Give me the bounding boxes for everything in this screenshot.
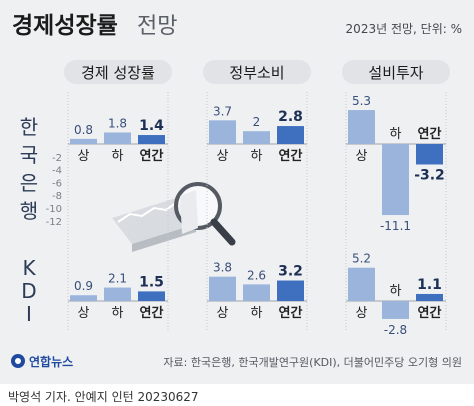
category-label: 상 (78, 149, 90, 164)
value-label: -2.8 (384, 323, 407, 337)
value-label: 3.8 (213, 261, 232, 275)
value-label: 1.5 (139, 274, 164, 290)
unit-note: 2023년 전망, 단위: % (346, 22, 462, 36)
category-label: 상 (217, 306, 229, 321)
row-label-kdi-char: D (21, 279, 36, 303)
value-label: 2.8 (278, 109, 303, 125)
chart-canvas: 경제성장률 전망 2023년 전망, 단위: % 한 국 은 행 K D I 경… (11, 13, 462, 369)
category-label: 하 (112, 149, 124, 164)
bar (70, 295, 97, 301)
category-label: 상 (78, 306, 90, 321)
category-label: 연간 (140, 148, 164, 164)
value-label: -3.2 (414, 167, 445, 183)
category-label: 하 (112, 306, 124, 321)
value-label: 5.2 (352, 252, 371, 266)
panel-title: 정부소비 (229, 64, 284, 82)
value-label: 2.6 (247, 268, 266, 282)
value-label: 2 (253, 115, 261, 129)
row-label-kdi: K D I (21, 256, 36, 326)
panel-title-pill (342, 60, 450, 84)
category-label: 연간 (418, 126, 442, 142)
y-tick-label: -8 (52, 191, 62, 202)
category-label: 연간 (140, 305, 164, 321)
bar (104, 287, 131, 301)
row-label-bok-char: 국 (20, 143, 38, 167)
panel-title: 설비투자 (368, 64, 423, 82)
row-label-bok: 한 국 은 행 (20, 115, 38, 223)
row-label-kdi-char: K (22, 256, 36, 280)
value-label: 1.4 (139, 118, 164, 134)
value-label: 1.1 (417, 277, 442, 293)
bar (104, 132, 131, 144)
y-tick-label: -2 (52, 153, 62, 164)
credit-line: 박영석 기자. 안예지 인턴 20230627 (8, 390, 199, 404)
panel: 정부소비 3.7 상 2 하 2.8 연간 3.8 상 2.6 하 3.2 연간 (203, 60, 311, 330)
category-label: 하 (251, 306, 263, 321)
bar (243, 131, 270, 144)
y-tick-label: -10 (46, 204, 62, 215)
bar (138, 291, 165, 301)
panel: 경제 성장률 0.8 상 1.8 하 1.4 연간 0.9 상 2.1 하 1.5 연간 (64, 60, 172, 330)
bar (382, 144, 409, 216)
bar (348, 267, 375, 301)
yonhap-logo: 연합뉴스 (11, 354, 73, 369)
value-label: 3.2 (278, 264, 303, 280)
bar (416, 144, 443, 165)
bar (243, 284, 270, 301)
magnifier-chart-illustration (112, 182, 236, 252)
logo-text: 연합뉴스 (29, 354, 73, 369)
bar (70, 138, 97, 144)
category-label: 하 (390, 284, 402, 299)
row-label-bok-char: 한 (20, 115, 38, 139)
y-tick-label: -6 (52, 178, 62, 189)
value-label: 3.7 (213, 104, 232, 118)
bar (416, 293, 443, 301)
row-label-bok-char: 행 (20, 199, 38, 223)
bar (209, 276, 236, 301)
category-label: 연간 (279, 305, 303, 321)
panel-title-pill (203, 60, 311, 84)
source-note: 자료: 한국은행, 한국개발연구원(KDI), 더불어민주당 오기형 의원 (163, 356, 462, 369)
infographic-card: 경제성장률 전망 2023년 전망, 단위: % 한 국 은 행 K D I 경… (0, 0, 474, 384)
value-label: 0.8 (74, 123, 93, 137)
value-label: 5.3 (352, 94, 371, 108)
value-label: 1.8 (108, 116, 127, 130)
bar (138, 135, 165, 144)
panel-title: 경제 성장률 (81, 64, 155, 82)
value-label: 0.9 (74, 279, 93, 293)
row-label-kdi-char: I (26, 302, 32, 326)
category-label: 하 (390, 127, 402, 142)
bar (277, 280, 304, 301)
bar (348, 110, 375, 144)
category-label: 연간 (418, 305, 442, 321)
value-label: -11.1 (380, 219, 411, 233)
bar (382, 301, 409, 319)
chart-title-suffix: 전망 (137, 14, 177, 39)
category-label: 하 (251, 149, 263, 164)
panel-title-pill (64, 60, 172, 84)
value-label: 2.1 (108, 272, 127, 286)
y-tick-label: -4 (52, 166, 62, 177)
category-label: 연간 (279, 148, 303, 164)
bar (209, 120, 236, 144)
row-label-bok-char: 은 (20, 171, 38, 195)
bar (277, 126, 304, 144)
chart-title: 경제성장률 (12, 13, 118, 39)
category-label: 상 (356, 149, 368, 164)
category-label: 상 (356, 306, 368, 321)
y-tick-label: -12 (46, 217, 62, 228)
panel: 설비투자 5.3 상 -11.1 하 -3.2 연간 5.2 상 -2.8 하 1.1 연간 (342, 60, 450, 337)
category-label: 상 (217, 149, 229, 164)
